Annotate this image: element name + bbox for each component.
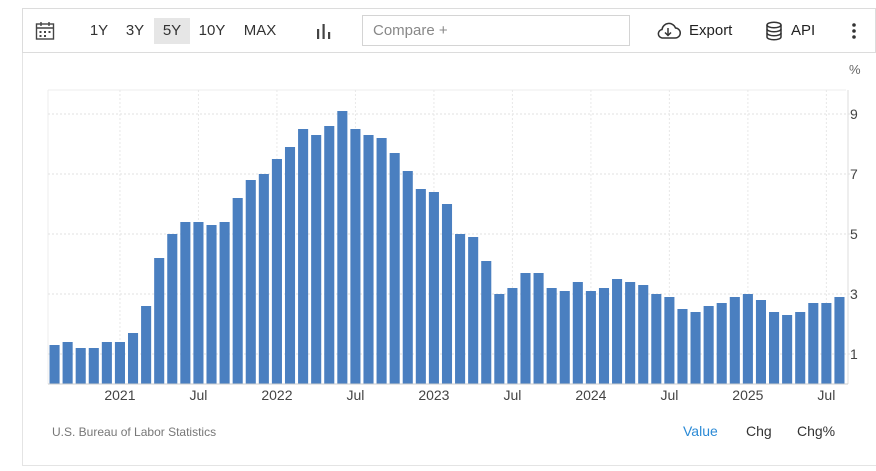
bar-2024-02 xyxy=(598,288,610,384)
bar-2023-03 xyxy=(455,234,466,384)
bar-2021-03 xyxy=(141,306,152,384)
bar-2023-10 xyxy=(546,288,557,384)
range-1y-button[interactable]: 1Y xyxy=(89,22,109,39)
bar-2022-02 xyxy=(284,147,296,384)
bar-2021-07 xyxy=(193,222,204,384)
x-tick-label: 2024 xyxy=(575,387,606,403)
bar-2020-11 xyxy=(88,348,99,384)
bar-2021-12 xyxy=(258,174,269,384)
range-10y-button[interactable]: 10Y xyxy=(198,22,226,39)
bar-2022-09 xyxy=(376,138,387,384)
bar-2024-09 xyxy=(690,312,701,384)
range-max-button[interactable]: MAX xyxy=(243,22,277,39)
tab-value[interactable]: Value xyxy=(683,423,718,439)
bar-2022-04 xyxy=(311,135,322,384)
bar-2021-02 xyxy=(127,333,139,384)
database-icon xyxy=(766,20,782,41)
bar-2022-12 xyxy=(415,189,426,384)
bar-2020-10 xyxy=(75,348,86,384)
compare-input[interactable] xyxy=(362,15,630,46)
bar-2020-08 xyxy=(49,345,60,384)
bar-2021-01 xyxy=(114,342,125,384)
bar-2023-05 xyxy=(481,261,492,384)
range-3y-button[interactable]: 3Y xyxy=(125,22,145,39)
bar-2023-09 xyxy=(533,273,544,384)
y-axis-unit: % xyxy=(849,62,861,77)
bar-2021-04 xyxy=(154,258,165,384)
bar-2024-07 xyxy=(664,297,675,384)
bar-2025-01 xyxy=(742,294,753,384)
calendar-icon[interactable] xyxy=(35,21,55,41)
bar-2022-10 xyxy=(389,153,400,384)
x-tick-label: 2025 xyxy=(732,387,763,403)
bar-2023-08 xyxy=(520,273,531,384)
bar-2023-01 xyxy=(428,192,439,384)
bar-2021-11 xyxy=(245,180,256,384)
export-label: Export xyxy=(689,22,733,39)
bar-2025-05 xyxy=(795,312,806,384)
bar-2023-07 xyxy=(507,288,518,384)
tab-chg[interactable]: Chg xyxy=(746,423,772,439)
bar-2025-04 xyxy=(782,315,793,384)
bar-2025-03 xyxy=(769,312,780,384)
range-5y-button[interactable]: 5Y xyxy=(154,18,190,44)
bar-chart-icon[interactable] xyxy=(315,23,333,39)
cloud-download-icon xyxy=(657,22,681,39)
bar-2024-04 xyxy=(625,282,636,384)
x-tick-label: Jul xyxy=(189,387,207,403)
bar-2024-05 xyxy=(638,285,649,384)
x-tick-label: Jul xyxy=(503,387,521,403)
bar-2023-02 xyxy=(441,204,453,384)
bar-2025-06 xyxy=(808,303,819,384)
bar-2020-12 xyxy=(101,342,112,384)
bar-2023-12 xyxy=(572,282,583,384)
chart-frame xyxy=(22,8,876,466)
y-tick-label: 5 xyxy=(850,226,858,242)
bar-2021-05 xyxy=(167,234,178,384)
x-tick-label: 2021 xyxy=(104,387,135,403)
bar-2024-10 xyxy=(703,306,714,384)
bar-2025-08 xyxy=(834,297,845,384)
x-tick-label: Jul xyxy=(660,387,678,403)
bar-2023-06 xyxy=(494,294,505,384)
bar-2024-11 xyxy=(716,303,727,384)
bar-2022-08 xyxy=(363,135,374,384)
bar-2022-05 xyxy=(324,126,335,384)
vertical-ellipsis-icon[interactable] xyxy=(849,22,859,40)
bar-2022-01 xyxy=(271,159,282,384)
y-tick-label: 1 xyxy=(850,346,858,362)
x-tick-label: Jul xyxy=(346,387,364,403)
bar-2024-08 xyxy=(677,309,688,384)
source-label: U.S. Bureau of Labor Statistics xyxy=(52,425,217,439)
bar-2022-06 xyxy=(337,111,348,384)
bar-2024-03 xyxy=(612,279,623,384)
bar-2021-09 xyxy=(219,222,230,384)
bar-2023-04 xyxy=(468,237,479,384)
bar-2024-06 xyxy=(651,294,662,384)
bar-2025-07 xyxy=(821,303,832,384)
bar-chart: 1 3 5 7 9 2021 Jul 2022 Jul 2023 Jul 2024 Jul 2025 Jul xyxy=(47,89,858,403)
y-tick-label: 9 xyxy=(850,106,858,122)
bar-2022-11 xyxy=(402,171,413,384)
tab-chg-pct[interactable]: Chg% xyxy=(797,423,836,439)
bar-2021-06 xyxy=(180,222,191,384)
y-tick-label: 3 xyxy=(850,286,858,302)
chart-toolbar: 1Y 3Y 5Y 10Y MAX Export API xyxy=(22,8,876,53)
bar-2021-08 xyxy=(206,225,217,384)
bar-2022-07 xyxy=(350,129,361,384)
x-tick-label: 2022 xyxy=(261,387,292,403)
bar-2024-12 xyxy=(729,297,740,384)
api-label: API xyxy=(791,22,816,39)
bar-2025-02 xyxy=(755,300,767,384)
x-tick-label: 2023 xyxy=(418,387,449,403)
bar-2020-09 xyxy=(62,342,73,384)
bar-2021-10 xyxy=(232,198,243,384)
export-button[interactable]: Export xyxy=(655,9,732,52)
bar-2023-11 xyxy=(559,291,570,384)
x-tick-label: Jul xyxy=(817,387,835,403)
y-tick-label: 7 xyxy=(850,166,858,182)
api-button[interactable]: API xyxy=(765,9,815,52)
bar-2022-03 xyxy=(298,129,309,384)
bar-2024-01 xyxy=(585,291,596,384)
